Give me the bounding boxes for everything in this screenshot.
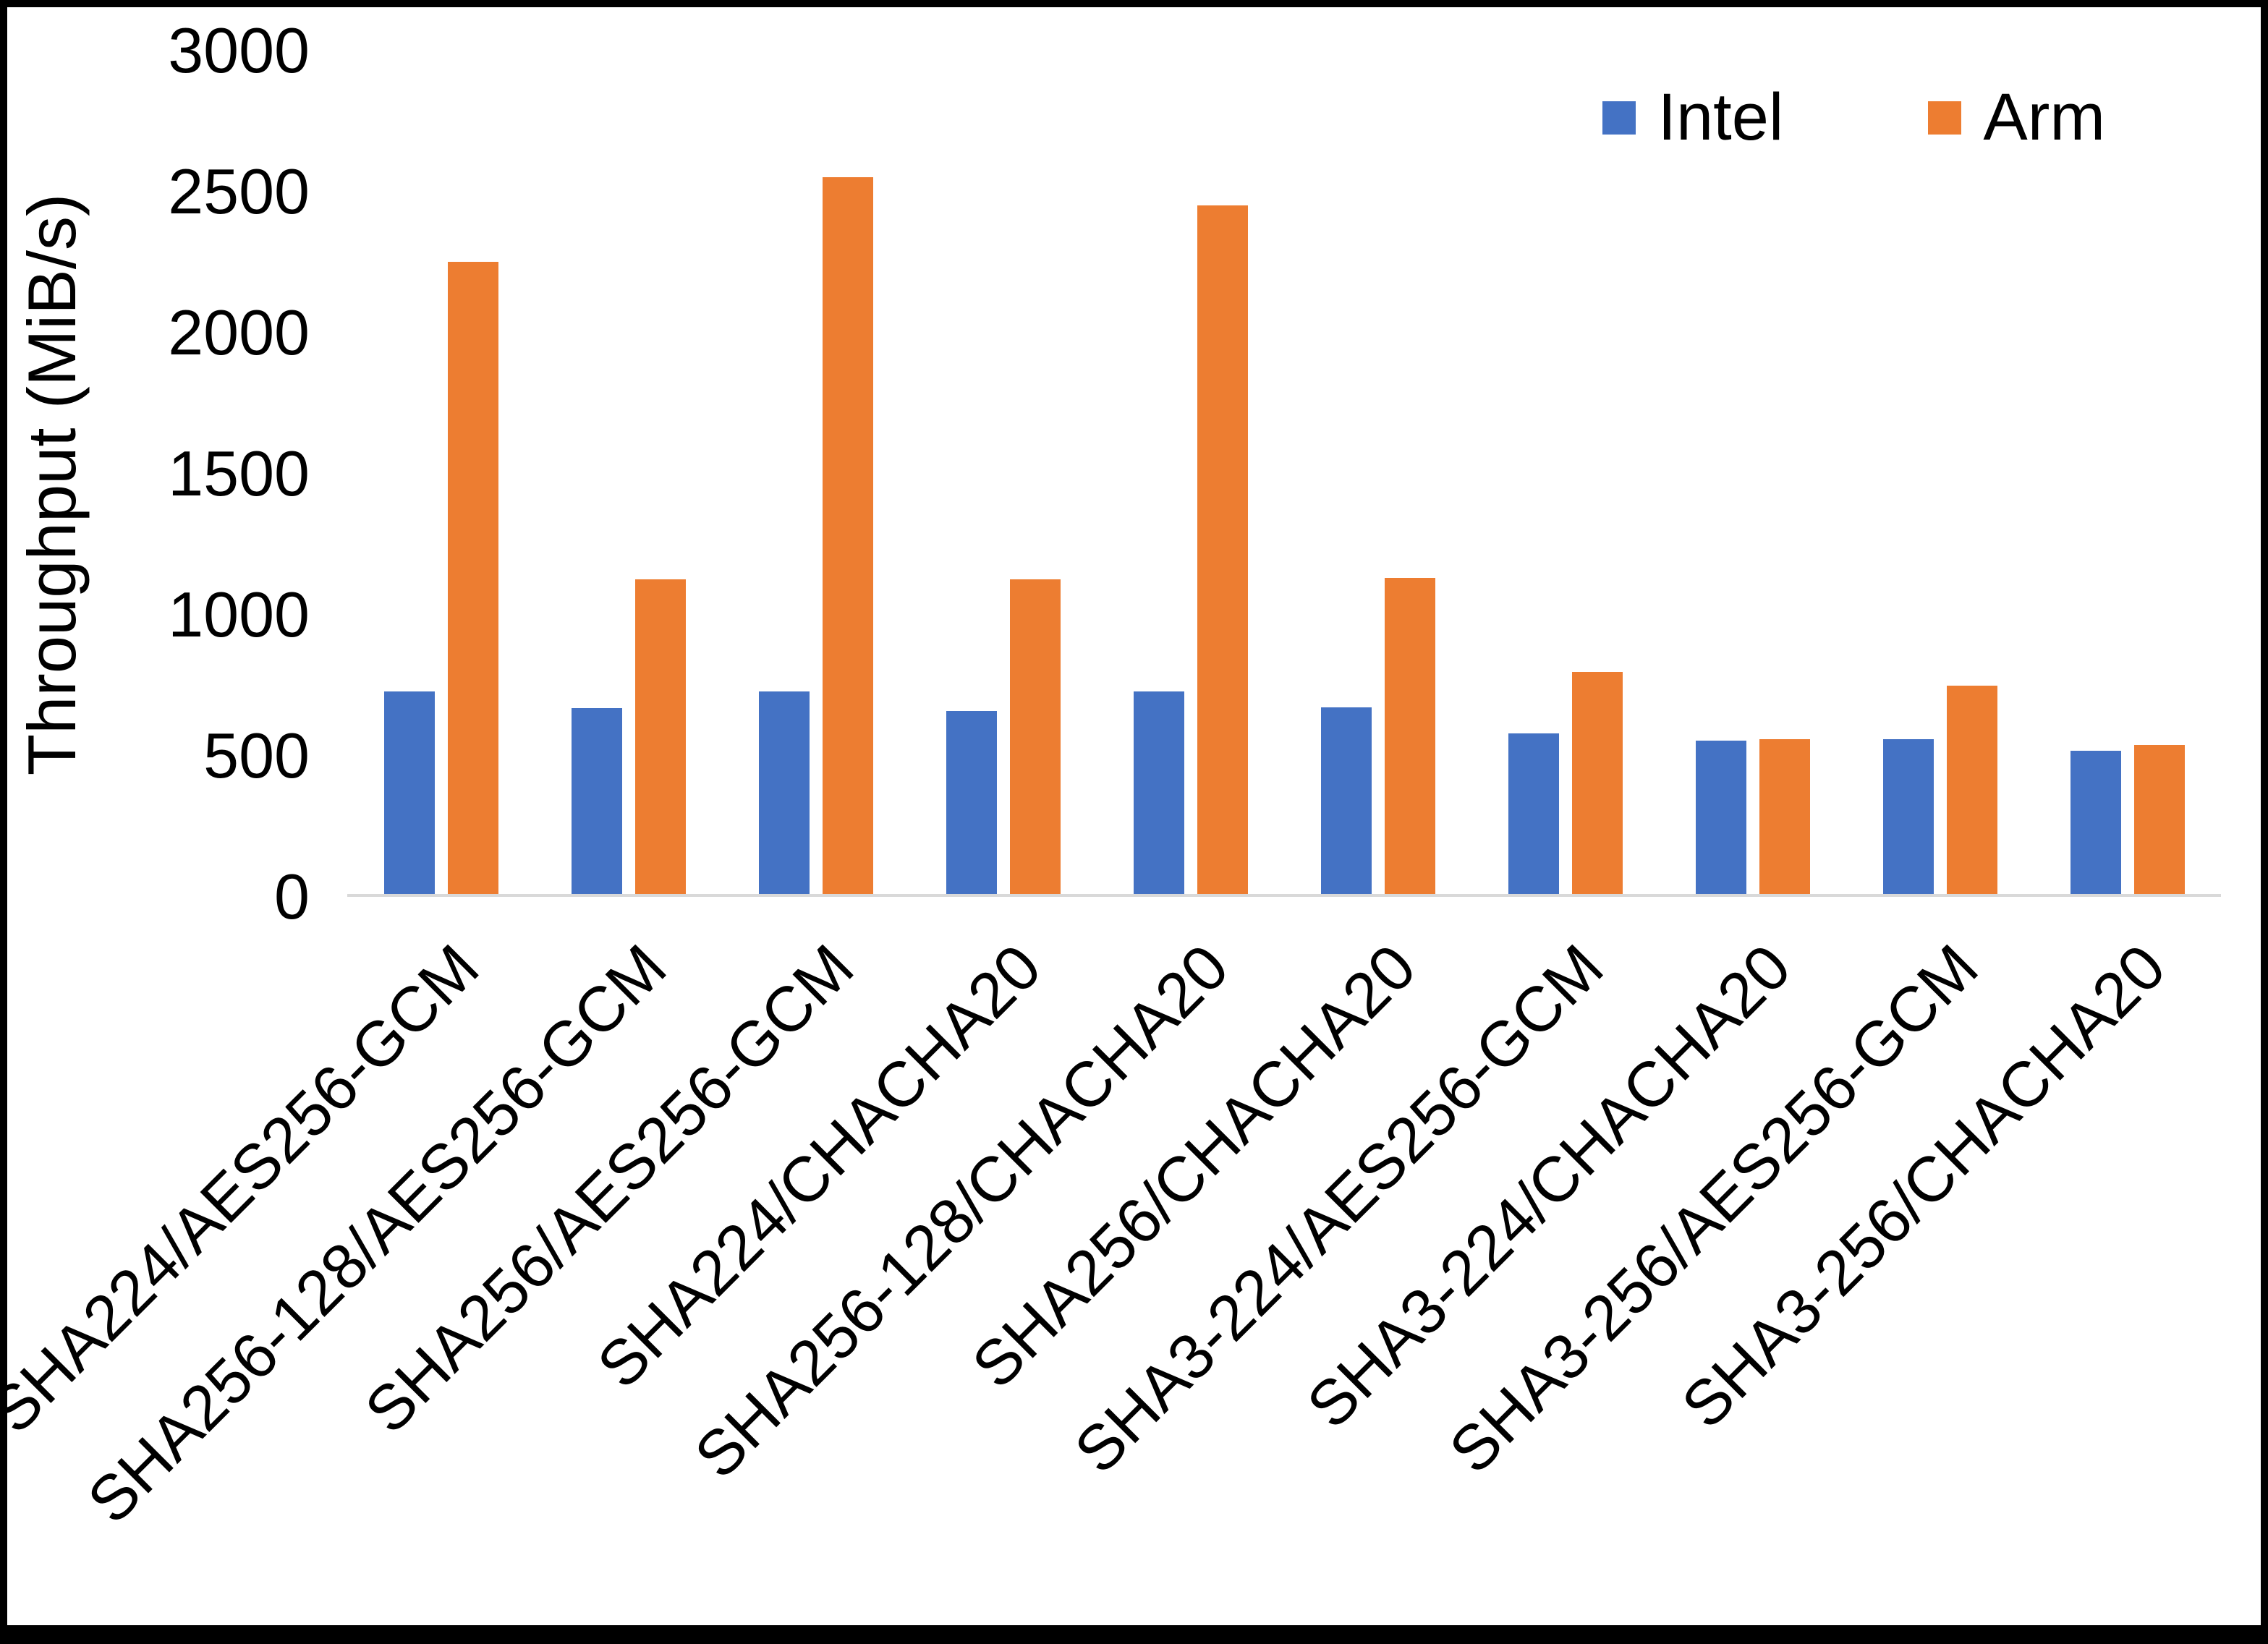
bar-arm	[634, 579, 686, 894]
bar-intel	[2070, 750, 2121, 894]
bar-intel	[571, 708, 622, 894]
bar-group	[535, 51, 722, 894]
bar-intel	[1882, 739, 1934, 894]
bar-arm	[1197, 205, 1248, 894]
bar-intel	[758, 691, 810, 894]
y-tick-label: 2000	[168, 297, 310, 368]
y-tick-label: 1000	[168, 579, 310, 650]
bar-intel	[1320, 707, 1372, 894]
y-axis-tick-labels: 0 500 1000 1500 2000 2500 3000	[7, 14, 318, 932]
x-axis-labels: SHA224/AES256-GCM SHA256-128/AES256-GCM SH…	[7, 904, 2221, 1537]
bar-arm	[1946, 686, 1997, 894]
bar-arm	[2133, 745, 2185, 894]
plot-area	[347, 51, 2221, 897]
y-tick-label: 3000	[168, 14, 310, 86]
bar-group	[347, 51, 535, 894]
bar-intel	[946, 711, 997, 894]
bar-group	[1284, 51, 1471, 894]
bar-intel	[1133, 691, 1184, 894]
bar-group	[1471, 51, 1659, 894]
bars-container	[347, 51, 2221, 894]
bar-arm	[1571, 671, 1623, 894]
y-tick-label: 500	[203, 720, 310, 791]
legend-label: Intel	[1657, 80, 1784, 154]
legend-label: Arm	[1983, 80, 2105, 154]
x-category-slot: SHA3-256/CHACHA20	[1668, 904, 2221, 1497]
y-tick-label: 2500	[168, 156, 310, 227]
bar-arm	[1009, 579, 1061, 894]
bar-group	[1097, 51, 1284, 894]
bar-group	[722, 51, 909, 894]
bar-arm	[1759, 739, 1810, 894]
legend-swatch-arm	[1928, 101, 1962, 135]
bar-arm	[447, 261, 498, 894]
bar-intel	[1695, 741, 1746, 894]
bar-arm	[822, 176, 873, 894]
bar-arm	[1384, 577, 1435, 894]
legend-swatch-intel	[1602, 101, 1636, 135]
bar-intel	[1508, 733, 1559, 894]
y-tick-label: 0	[274, 861, 310, 932]
legend-entry-arm: Arm	[1928, 80, 2105, 156]
bar-group	[909, 51, 1097, 894]
bar-group	[1846, 51, 2034, 894]
bar-group	[2034, 51, 2221, 894]
y-tick-label: 1500	[168, 438, 310, 509]
bar-intel	[383, 691, 435, 894]
legend-entry-intel: Intel	[1602, 80, 1783, 156]
legend: Intel Arm	[1602, 80, 2105, 156]
bar-group	[1659, 51, 1846, 894]
